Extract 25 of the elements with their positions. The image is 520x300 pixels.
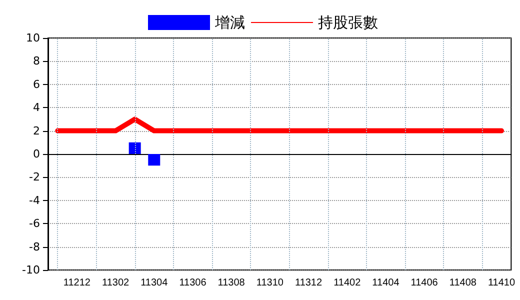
y-tick-label: 6	[33, 78, 40, 91]
y-tick-label: -6	[29, 217, 40, 230]
x-tick-label: 11304	[140, 278, 168, 288]
y-tick-label: -4	[29, 194, 40, 207]
x-tick-label: 11312	[294, 278, 322, 288]
x-tick-label: 11406	[410, 278, 438, 288]
x-tick-label: 11212	[63, 278, 91, 288]
y-tick-label: -10	[22, 264, 40, 276]
y-tick-label: -2	[29, 170, 40, 184]
y-tick-label: 2	[33, 124, 40, 138]
y-tick-label: -8	[29, 240, 40, 254]
x-tick-label: 11308	[218, 278, 246, 288]
x-tick-label: 11402	[334, 278, 362, 288]
y-tick-label: 4	[33, 101, 40, 114]
legend-label: 持股張數	[318, 14, 378, 32]
y-tick-label: 8	[33, 54, 40, 68]
x-tick-label: 11408	[449, 278, 477, 288]
x-tick-label: 11310	[256, 278, 284, 288]
y-tick-label: 10	[26, 32, 40, 44]
legend-label: 增減	[214, 14, 245, 32]
x-tick-label: 11404	[372, 278, 400, 288]
x-tick-label: 11302	[102, 278, 130, 288]
y-tick-label: 0	[33, 148, 40, 160]
x-tick-label: 11410	[488, 278, 516, 288]
x-tick-label: 11306	[179, 278, 207, 288]
